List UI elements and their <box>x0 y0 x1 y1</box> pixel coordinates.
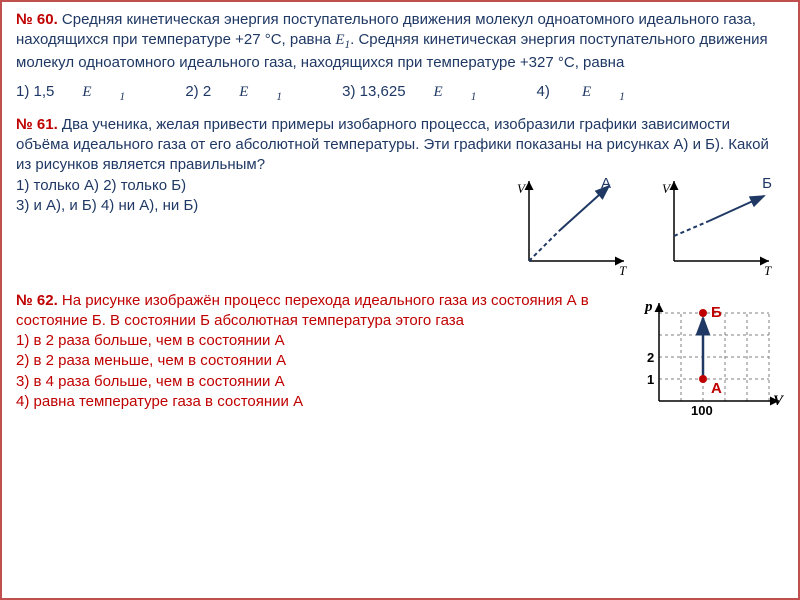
graph-a: А V T <box>504 176 639 281</box>
p60-a4: 4) Е1 <box>537 83 653 100</box>
problem-62: № 62. На рисунке изображён процесс перех… <box>16 291 784 431</box>
p62-text-block: № 62. На рисунке изображён процесс перех… <box>16 291 614 413</box>
p62-opt2: 2) в 2 раза меньше, чем в состоянии А <box>16 351 614 371</box>
svg-text:T: T <box>764 263 772 278</box>
p62-opt3: 3) в 4 раза больше, чем в состоянии А <box>16 372 614 392</box>
svg-text:T: T <box>619 263 627 278</box>
p61-text: Два ученика, желая привести примеры изоб… <box>16 116 769 174</box>
problem-60-number: № 60. <box>16 11 58 28</box>
p60-answers: 1) 1,5Е1 2) 2Е1 3) 13,625Е1 4) Е1 <box>16 82 784 105</box>
graph-a-label: А <box>601 174 611 194</box>
problem-61-number: № 61. <box>16 116 58 133</box>
svg-text:1: 1 <box>647 372 654 387</box>
p60-a2: 2) 2Е1 <box>185 83 310 100</box>
p60-a1: 1) 1,5Е1 <box>16 83 153 100</box>
graph-b: Б V T <box>649 176 784 281</box>
svg-text:p: p <box>643 299 653 315</box>
p62-opt1: 1) в 2 раза больше, чем в состоянии А <box>16 331 614 351</box>
p61-opt-row2: 3) и А), и Б) 4) ни А), ни Б) <box>16 196 494 216</box>
pv-diagram: p V 1 2 100 А Б <box>624 291 784 431</box>
svg-text:А: А <box>711 380 722 397</box>
p60-e1: Е <box>335 32 344 48</box>
p61-options: 1) только А) 2) только Б) 3) и А), и Б) … <box>16 176 494 217</box>
svg-text:Б: Б <box>711 304 722 321</box>
svg-text:V: V <box>517 181 527 196</box>
problem-62-number: № 62. <box>16 292 58 309</box>
problem-61: № 61. Два ученика, желая привести пример… <box>16 115 784 281</box>
p62-text: На рисунке изображён процесс перехода ид… <box>16 292 589 329</box>
p60-a3: 3) 13,625Е1 <box>342 83 504 100</box>
problem-60: № 60. Средняя кинетическая энергия посту… <box>16 10 784 105</box>
svg-text:2: 2 <box>647 350 654 365</box>
svg-text:V: V <box>662 181 672 196</box>
svg-text:V: V <box>773 393 784 409</box>
p61-opt-row1: 1) только А) 2) только Б) <box>16 176 494 196</box>
graph-b-label: Б <box>762 174 772 194</box>
p62-opt4: 4) равна температуре газа в состоянии А <box>16 392 614 412</box>
svg-text:100: 100 <box>691 403 713 418</box>
